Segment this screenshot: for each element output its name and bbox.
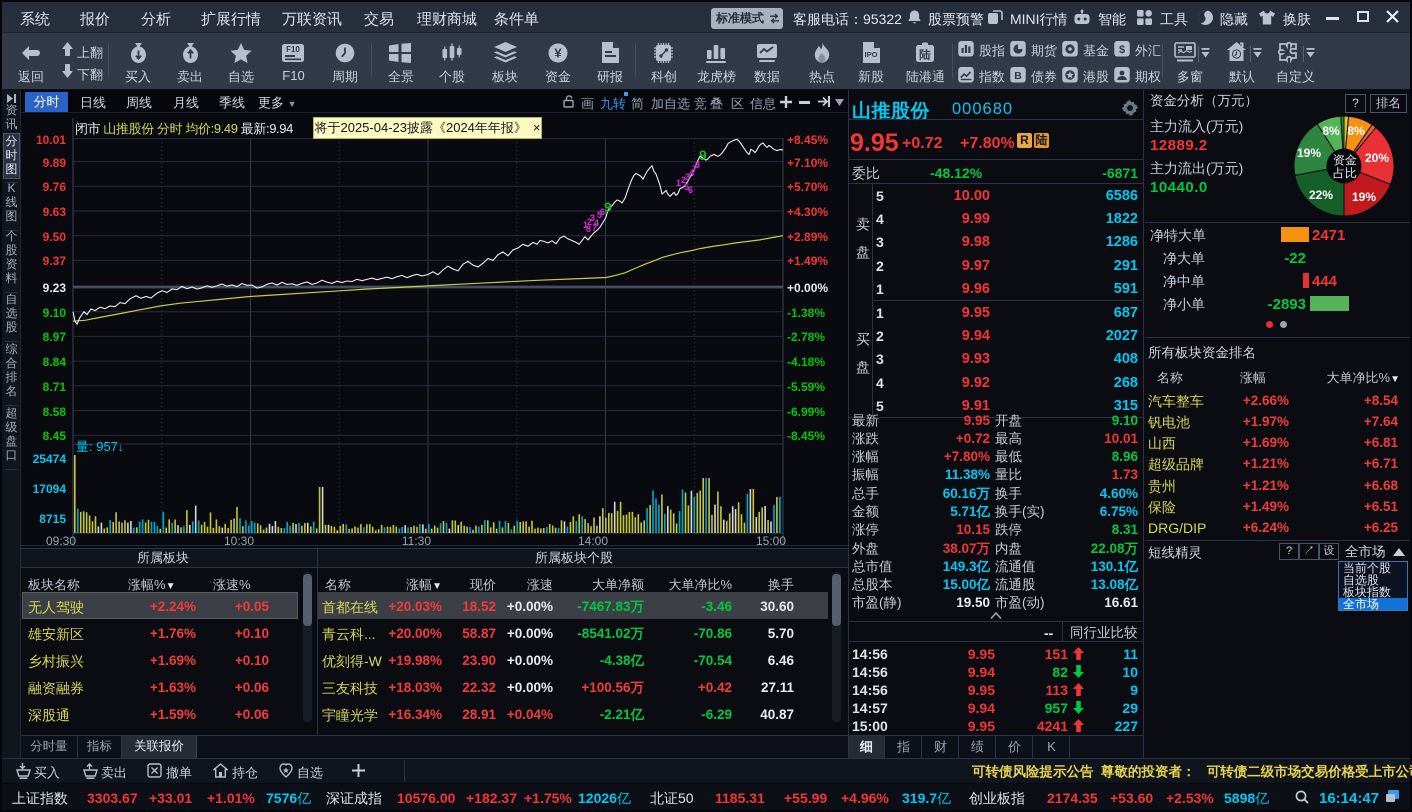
svg-text:$: $ (1119, 44, 1125, 56)
svg-text:5: 5 (597, 210, 602, 220)
svg-text:¥: ¥ (554, 46, 562, 61)
svg-text:5: 5 (684, 182, 689, 192)
svg-text:3: 3 (590, 213, 595, 223)
svg-text:6: 6 (688, 185, 693, 195)
svg-text:3: 3 (685, 172, 690, 182)
svg-text:6: 6 (600, 207, 605, 217)
svg-text:7: 7 (592, 223, 597, 233)
svg-text:9: 9 (604, 199, 612, 215)
svg-text:7: 7 (692, 164, 697, 174)
svg-text:B: B (1014, 70, 1022, 82)
svg-text:1: 1 (583, 220, 588, 230)
svg-text:陆: 陆 (919, 48, 931, 62)
svg-text:4: 4 (689, 168, 694, 178)
svg-text:F10: F10 (286, 45, 300, 54)
svg-text:4: 4 (594, 218, 599, 228)
svg-text:9: 9 (699, 147, 707, 163)
svg-text:1: 1 (676, 178, 681, 188)
svg-text:8: 8 (586, 224, 591, 234)
svg-text:IPO: IPO (865, 50, 878, 59)
svg-text:8: 8 (695, 160, 700, 170)
svg-text:2: 2 (681, 175, 686, 185)
svg-text:2: 2 (587, 217, 592, 227)
